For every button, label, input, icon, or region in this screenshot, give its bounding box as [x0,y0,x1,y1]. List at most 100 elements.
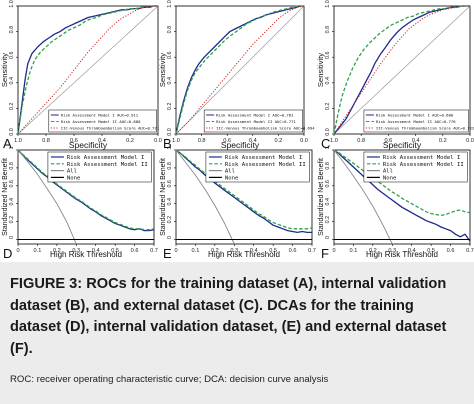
x-tick-label: 0.2 [126,138,134,144]
panel-letter-b: B [163,136,172,151]
legend-box [363,151,468,183]
y-tick-label: 0.6 [167,180,173,188]
y-tick-label: 0.8 [167,162,173,170]
x-axis-label: Specificity [69,140,108,150]
series-line-1 [333,149,471,242]
x-tick-label: 0.5 [111,248,119,254]
figure-panels: 1.0 0.8 0.6 0.4 0.2 0.0 0.0 0.2 0.4 0.6 0.8 1.0 Spec… [0,0,474,262]
figure-svg: 1.0 0.8 0.6 0.4 0.2 0.0 0.0 0.2 0.4 0.6 0.8 1.0 Spec… [0,0,474,262]
x-tick-label: 1.0 [172,138,180,144]
x-axis-label: High Risk Threshold [366,250,438,259]
legend-label: IIC-Venous Thromboembolism Score AUC=0.6… [216,126,315,131]
chart-panel-a: 1.0 0.8 0.6 0.4 0.2 0.0 0.0 0.2 0.4 0.6 0.8 1.0 Spec… [0,0,162,151]
legend-label: None [225,175,239,181]
y-tick-label: 0.6 [325,51,331,59]
x-tick-label: 0.0 [466,138,474,144]
x-tick-label: 0.4 [250,248,258,254]
legend-label: Risk Assessment Model I AUC=0.781 [216,113,294,118]
x-tick-label: 0.6 [385,138,393,144]
y-axis-label: Sensitivity [158,53,167,87]
x-tick-label: 0 [16,248,19,254]
y-tick-label: 1 [325,147,331,150]
y-tick-label: 1.0 [167,0,173,8]
legend-box [363,109,469,133]
legend-label: Risk Assessment Model I AUC=0.680 [376,113,454,118]
legend-label: Risk Assessment Model I [225,155,302,161]
y-tick-label: 0 [325,236,331,239]
x-tick-label: 0.2 [53,248,61,254]
x-tick-label: 0.4 [92,248,100,254]
x-axis-label: High Risk Threshold [208,250,280,259]
x-tick-label: 0.7 [466,248,474,254]
legend-label: Risk Assessment Model II [67,162,148,168]
legend-label: Risk Assessment Model I [67,155,144,161]
y-tick-label: 0.2 [325,103,331,111]
x-tick-label: 0.7 [308,248,316,254]
y-tick-label: 0.4 [325,198,331,206]
y-axis-label: Sensitivity [316,53,325,87]
x-tick-label: 0.8 [198,138,206,144]
caption-abbreviations: ROC: receiver operating characteristic c… [10,374,329,385]
y-tick-label: 0.4 [167,198,173,206]
y-tick-label: 0.4 [9,77,15,85]
reference-diagonal [17,5,159,135]
series-line-2 [175,149,313,230]
series-line-1 [17,149,155,232]
series-line-3 [17,149,77,245]
x-tick-label: 0.2 [211,248,219,254]
x-tick-label: 0.6 [223,138,231,144]
y-tick-label: 0 [9,236,15,239]
legend-label: All [225,169,235,175]
y-tick-label: 0.2 [167,103,173,111]
chart-panel-d: 0 0.1 0.2 0.3 0.4 0.5 0.6 0.7 0 0.2 0.4 0.6 0.8 1 High… [2,147,158,262]
legend-label: None [383,175,397,181]
x-tick-label: 0.4 [412,138,420,144]
legend-label: Risk Assessment Model II AUC=0.771 [216,119,296,124]
y-tick-label: 1.0 [325,0,331,8]
legend-label: All [67,169,77,175]
x-tick-label: 0.4 [98,138,106,144]
legend-label: Risk Assessment Model II [383,162,464,168]
caption-box: FIGURE 3: ROCs for the training dataset … [0,262,474,404]
x-tick-label: 0.1 [350,248,358,254]
x-tick-label: 0.4 [249,138,257,144]
legend-label: Risk Assessment Model II AUC=0.776 [376,119,456,124]
series-line-2 [17,5,158,135]
y-tick-label: 0.2 [325,216,331,224]
x-axis-label: Specificity [383,140,422,150]
y-tick-label: 0.6 [325,180,331,188]
y-tick-label: 0 [167,236,173,239]
x-axis-label: High Risk Threshold [50,250,122,259]
y-tick-label: 0.8 [9,26,15,33]
y-tick-label: 0.4 [325,77,331,85]
x-tick-label: 1.0 [14,138,22,144]
series-line-3 [175,149,235,245]
y-tick-label: 0.4 [9,198,15,206]
x-tick-label: 0.3 [230,248,238,254]
x-tick-label: 0.8 [42,138,50,144]
legend-label: Risk Assessment Model I [383,155,460,161]
y-axis-label: Standardized Net Benefit [2,158,9,236]
x-tick-label: 0.4 [408,248,416,254]
y-tick-label: 0.8 [325,26,331,33]
x-tick-label: 0.6 [70,138,78,144]
y-tick-label: 0.8 [167,26,173,33]
y-axis-label: Standardized Net Benefit [318,158,325,236]
x-tick-label: 0 [332,248,335,254]
panel-letter-a: A [3,136,12,151]
legend-label: Risk Assessment Model II AUC=0.880 [61,119,141,124]
y-tick-label: 0.2 [9,216,15,224]
x-tick-label: 0.3 [72,248,80,254]
chart-panel-b: 1.0 0.8 0.6 0.4 0.2 0.0 0.0 0.2 0.4 0.6 0.8 1.0 Spec… [158,0,315,151]
y-tick-label: 0.2 [167,216,173,224]
x-tick-label: 0.1 [192,248,200,254]
panel-letter-f: F [321,246,329,261]
y-tick-label: 0.8 [325,162,331,170]
series-line-2 [17,149,155,231]
series-line-2 [333,5,470,135]
y-tick-label: 0.4 [167,77,173,85]
y-tick-label: 0.0 [9,128,15,136]
legend-box [47,151,152,183]
series-line-1 [175,5,304,135]
chart-panel-e: 0 0.1 0.2 0.3 0.4 0.5 0.6 0.7 0 0.2 0.4 0.6 0.8 1 High… [160,147,316,262]
